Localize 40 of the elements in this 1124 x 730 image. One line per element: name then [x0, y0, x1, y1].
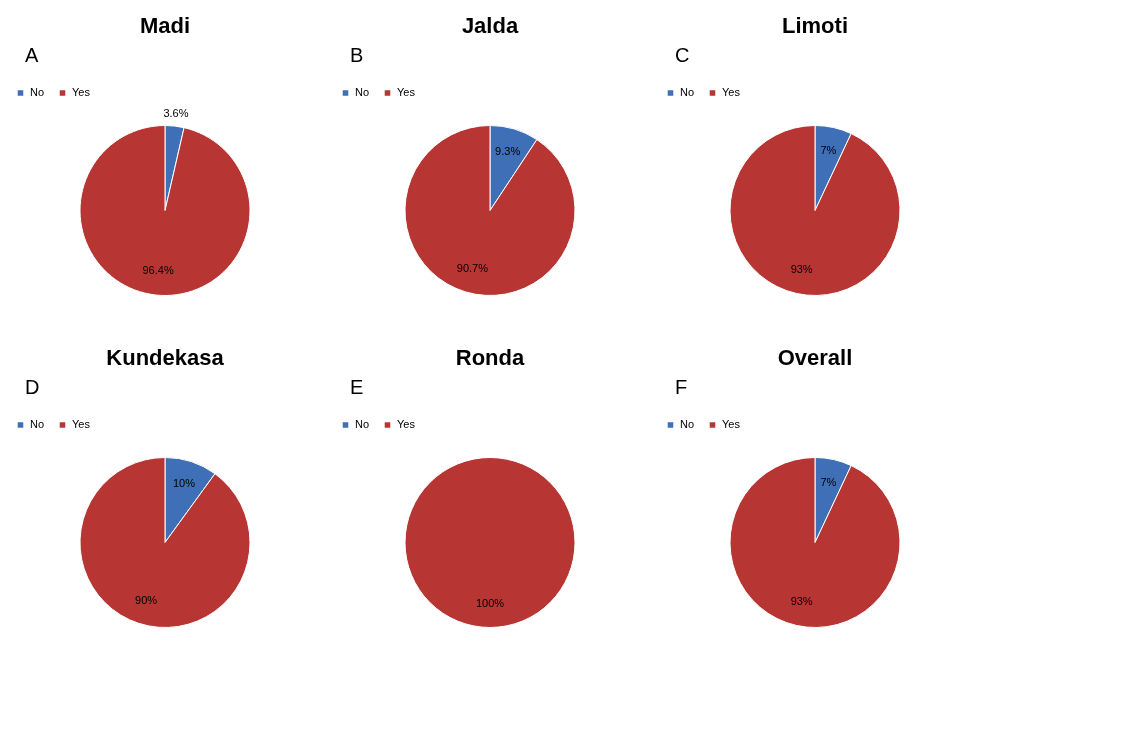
data-label: 9.3% [495, 144, 521, 157]
chart-title: Madi [139, 13, 191, 38]
data-label: 90.7% [456, 262, 489, 275]
chart-title: Kundekasa [106, 345, 225, 370]
legend-label: Yes [397, 85, 416, 98]
text: D [25, 376, 40, 398]
pie-slice [79, 457, 251, 628]
legend-label: Yes [397, 417, 416, 430]
legend-label: Yes [722, 85, 741, 98]
chart-title: Jalda [461, 13, 519, 38]
legend-label: No [680, 417, 695, 430]
legend-label: No [30, 417, 45, 430]
text: C [675, 44, 690, 66]
text: B [350, 44, 364, 66]
legend-label: Yes [722, 417, 741, 430]
data-label: 90% [135, 593, 158, 606]
legend-label: No [355, 85, 370, 98]
legend-label: Yes [72, 417, 91, 430]
data-label: 96.4% [142, 264, 174, 277]
data-label: 93% [790, 595, 813, 608]
data-label: 10% [172, 477, 196, 490]
legend-label: No [30, 85, 45, 98]
data-label: 7% [820, 143, 837, 156]
chart-title: Ronda [455, 345, 525, 370]
pie-slice [404, 125, 576, 296]
chart-title: Overall [777, 345, 853, 370]
data-label: 3.6% [163, 107, 189, 120]
chart-title: Limoti [782, 13, 848, 38]
pie-slice [79, 125, 251, 296]
legend-label: Yes [72, 85, 91, 98]
pie-slice [729, 457, 901, 628]
data-label: 7% [820, 475, 837, 488]
pie-slice [729, 125, 901, 296]
legend-label: No [680, 85, 695, 98]
data-label: 93% [790, 263, 813, 276]
legend-label: No [355, 417, 370, 430]
text: A [25, 44, 39, 66]
text: F [675, 376, 688, 398]
text: E [350, 376, 364, 398]
data-label: 100% [475, 596, 505, 609]
